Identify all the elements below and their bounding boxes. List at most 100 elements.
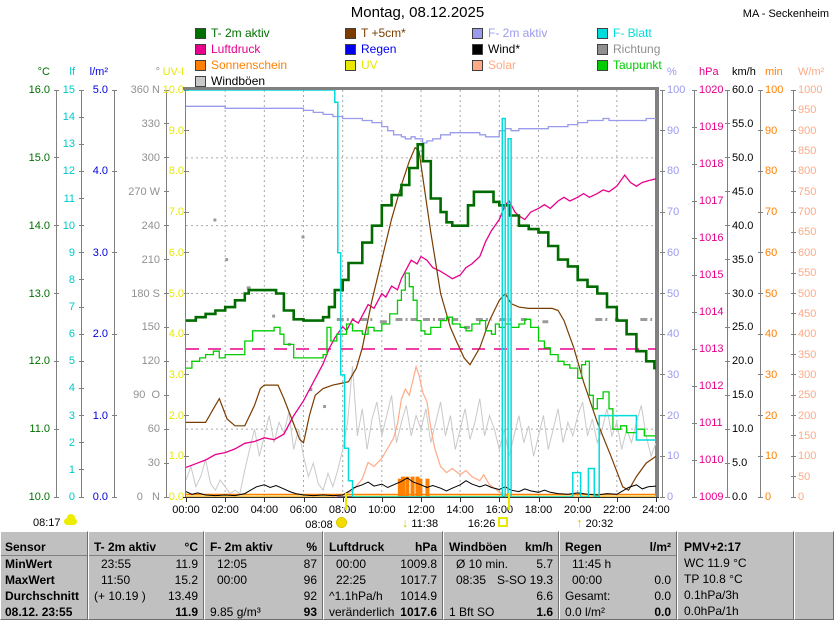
- row-header: 08.12. 23:55: [5, 605, 73, 619]
- cell-text: TP 10.8 °C: [684, 572, 743, 586]
- plot-border-right: [655, 87, 659, 498]
- axis-tick-label: 650: [798, 226, 817, 239]
- table-row: Windböen km/h: [444, 539, 558, 556]
- axis-tick-label: 2: [68, 436, 75, 449]
- cell-text: 22:25: [336, 573, 367, 587]
- axis-tick: [692, 422, 697, 424]
- legend-swatch-Solar: [472, 60, 483, 71]
- time-label: 06:00: [289, 504, 318, 516]
- table-panel-Windböen: Windböen km/h Ø 10 min. 5.7 08:35 S-SO 19.3 6.…: [443, 531, 559, 620]
- sunshine-bar: [425, 478, 430, 497]
- axis-tick-label: 5.0: [168, 287, 184, 300]
- axis-tick-label: 10: [62, 219, 75, 232]
- chart-plot: [186, 90, 656, 497]
- axis-tick: [164, 191, 169, 193]
- legend-label: Richtung: [613, 42, 661, 56]
- axis-tick-label: 1014: [699, 306, 724, 318]
- axis-tick: [184, 252, 189, 254]
- axis-tick: [692, 163, 697, 165]
- axis-tick: [660, 170, 665, 172]
- cell-text: 12:05: [217, 557, 248, 571]
- cell-value: 1.6: [536, 605, 553, 619]
- table-row: MinWert: [1, 556, 87, 572]
- time-label: 14:00: [446, 504, 474, 516]
- station-label: MA - Seckenheim: [742, 8, 829, 20]
- axis-tick: [79, 496, 84, 498]
- sunshine-bar: [418, 478, 423, 497]
- axis-tick-label: 8: [68, 273, 75, 286]
- cell-text: 23:55: [101, 557, 132, 571]
- col-name: PMV+2:17: [684, 540, 742, 554]
- axis-tick: [791, 374, 796, 376]
- page-title: Montag, 08.12.2025: [350, 4, 485, 21]
- table-row: 08.12. 23:55: [1, 604, 87, 620]
- axis-tick-label: 25.0: [732, 321, 754, 334]
- axis-tick: [725, 326, 730, 328]
- axis-tick-label: 0 N: [136, 491, 160, 503]
- axis-tick: [112, 415, 117, 417]
- cell-value: 11.9: [175, 557, 198, 571]
- axis-tick-label: 100: [798, 450, 817, 463]
- table-row: Sensor: [1, 539, 87, 556]
- axis-tick-label: 2.0: [92, 328, 108, 341]
- axis-tick: [54, 293, 59, 294]
- axis-unit-kmh: km/h: [732, 66, 756, 78]
- table-row: 23:55 11.9: [89, 556, 203, 572]
- event-marker-08:08: 08:08: [305, 517, 359, 531]
- table-row: Ø 10 min. 5.7: [444, 556, 558, 572]
- axis-tick: [79, 306, 84, 308]
- time-tick: [186, 497, 187, 502]
- axis-tick: [184, 455, 189, 457]
- axis-line: [114, 90, 115, 497]
- axis-tick-label: 10: [667, 450, 680, 463]
- time-tick: [577, 497, 579, 502]
- sun-event-tick: [345, 493, 348, 510]
- axis-tick: [725, 225, 730, 227]
- axis-tick-label: 60: [147, 423, 160, 436]
- table-row: (+ 10.19 ) 13.49: [89, 588, 203, 604]
- axis-tick: [184, 374, 189, 376]
- axis-tick: [164, 326, 169, 328]
- axis-unit-lm2: l/m²: [89, 66, 108, 78]
- series-T- 2m aktiv: [186, 143, 656, 370]
- axis-tick: [79, 170, 84, 172]
- axis-tick-label: 550: [798, 267, 817, 280]
- table-row: 0.1hPa/3h: [678, 587, 793, 603]
- cell-text: (+ 10.19 ): [94, 589, 146, 603]
- table-row: 00:00 1009.8: [324, 556, 442, 572]
- axis-tick: [725, 293, 730, 294]
- axis-tick-label: 450: [798, 307, 817, 320]
- time-label: 02:00: [211, 504, 239, 516]
- axis-tick: [164, 462, 169, 464]
- axis-tick-label: 1016: [699, 232, 724, 244]
- axis-tick-label: 1.0: [92, 409, 108, 422]
- cell-value: 6.6: [536, 589, 553, 603]
- axis-tick-label: 330: [141, 117, 160, 130]
- legend-swatch-T +5cm*: [345, 28, 356, 39]
- table-row: 11:50 15.2: [89, 572, 203, 588]
- sunshine-bar: [397, 478, 402, 497]
- axis-tick: [725, 428, 730, 430]
- axis-tick: [725, 360, 730, 362]
- axis-tick-label: 40.0: [732, 219, 754, 232]
- axis-tick-label: 120: [141, 355, 160, 368]
- axis-tick: [791, 89, 796, 91]
- axis-tick-label: 240: [141, 219, 160, 232]
- axis-tick: [791, 333, 796, 335]
- axis-tick: [112, 89, 117, 91]
- axis-tick-label: 1019: [699, 121, 724, 133]
- axis-tick-label: 11: [63, 192, 75, 205]
- axis-tick-label: 500: [798, 287, 817, 300]
- axis-tick-label: 40: [667, 328, 680, 341]
- axis-tick: [758, 211, 763, 213]
- time-label: 18:00: [524, 504, 553, 516]
- sunshine-bar: [415, 476, 420, 497]
- cell-value: 1017.6: [400, 605, 437, 619]
- col-unit: %: [306, 540, 317, 554]
- table-row: 0.0hPa/1h: [678, 603, 793, 619]
- moonset-arrow-icon: ↓: [401, 515, 409, 530]
- table-row: 92: [205, 588, 322, 604]
- legend-label: Windböen: [211, 74, 266, 88]
- axis-tick-label: 30: [667, 368, 680, 381]
